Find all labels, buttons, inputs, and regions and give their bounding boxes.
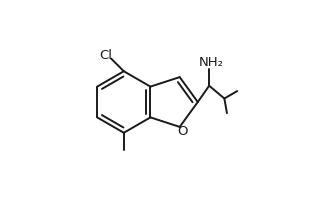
Text: O: O: [177, 125, 187, 138]
Text: NH₂: NH₂: [198, 57, 223, 69]
Text: Cl: Cl: [100, 49, 113, 62]
